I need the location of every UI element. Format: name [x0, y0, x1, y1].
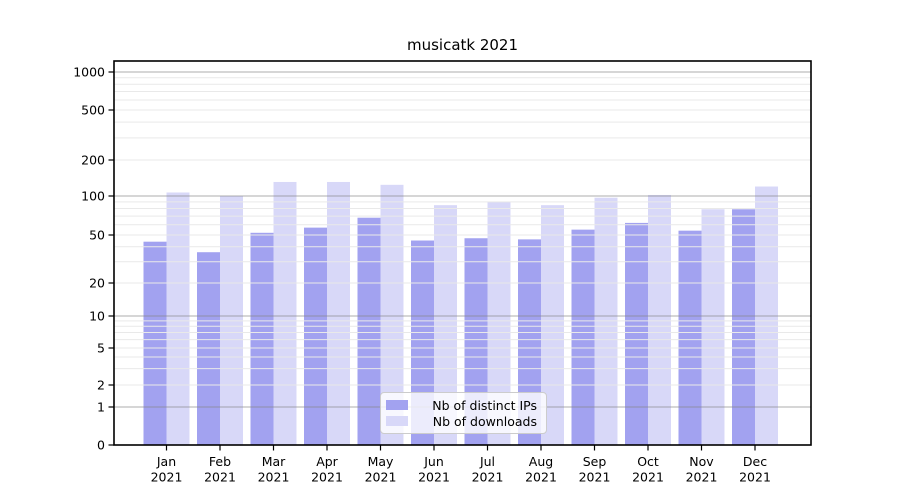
y-tick-label: 1: [97, 400, 105, 415]
legend: Nb of distinct IPs Nb of downloads: [380, 392, 547, 434]
legend-item-distinct-ips: Nb of distinct IPs: [386, 398, 537, 413]
bar-distinct-ips-dec: [732, 209, 755, 445]
bar-distinct-ips-may: [357, 217, 381, 445]
x-tick-label-feb: Feb 2021: [204, 454, 236, 485]
x-tick-label-aug: Aug 2021: [525, 454, 557, 485]
bar-downloads-may: [380, 184, 404, 445]
legend-swatch-downloads: [386, 416, 408, 426]
bar-downloads-oct: [648, 194, 671, 445]
y-tick-label: 500: [81, 103, 105, 118]
bar-downloads-mar: [273, 181, 297, 446]
x-tick-label-nov: Nov 2021: [686, 454, 718, 485]
bar-distinct-ips-nov: [678, 230, 702, 445]
y-tick-label: 1000: [73, 65, 105, 80]
bar-distinct-ips-mar: [250, 232, 274, 445]
y-tick-label: 200: [81, 153, 105, 168]
x-tick-label-sep: Sep 2021: [579, 454, 611, 485]
y-tick-label: 10: [89, 309, 105, 324]
legend-label-downloads: Nb of downloads: [432, 413, 537, 429]
x-tick-label-mar: Mar 2021: [258, 454, 290, 485]
bar-downloads-jul: [487, 201, 511, 445]
bar-downloads-nov: [701, 209, 725, 445]
y-tick-label: 20: [89, 276, 105, 291]
x-tick-label-may: May 2021: [365, 454, 397, 485]
x-tick-label-jul: Jul 2021: [472, 454, 504, 485]
legend-label-distinct-ips: Nb of distinct IPs: [432, 397, 537, 413]
y-tick-label: 2: [97, 378, 105, 393]
x-tick-label-dec: Dec 2021: [739, 454, 771, 485]
plot-border: [113, 60, 812, 446]
legend-item-downloads: Nb of downloads: [386, 414, 537, 429]
bar-downloads-apr: [327, 181, 350, 446]
y-tick-label: 5: [97, 341, 105, 356]
y-tick-label: 100: [81, 189, 105, 204]
bar-distinct-ips-apr: [304, 227, 327, 445]
bar-distinct-ips-oct: [625, 222, 648, 445]
x-tick-label-apr: Apr 2021: [311, 454, 343, 485]
bar-distinct-ips-feb: [197, 252, 220, 445]
y-tick-label: 0: [97, 438, 105, 453]
y-tick-label: 50: [89, 228, 105, 243]
x-tick-label-jan: Jan 2021: [151, 454, 183, 485]
bar-distinct-ips-jan: [143, 241, 167, 445]
chart-title: musicatk 2021: [406, 36, 519, 54]
x-tick-label-oct: Oct 2021: [632, 454, 664, 485]
legend-swatch-distinct-ips: [386, 400, 408, 410]
x-tick-label-jun: Jun 2021: [418, 454, 450, 485]
bar-downloads-jan: [166, 192, 190, 445]
